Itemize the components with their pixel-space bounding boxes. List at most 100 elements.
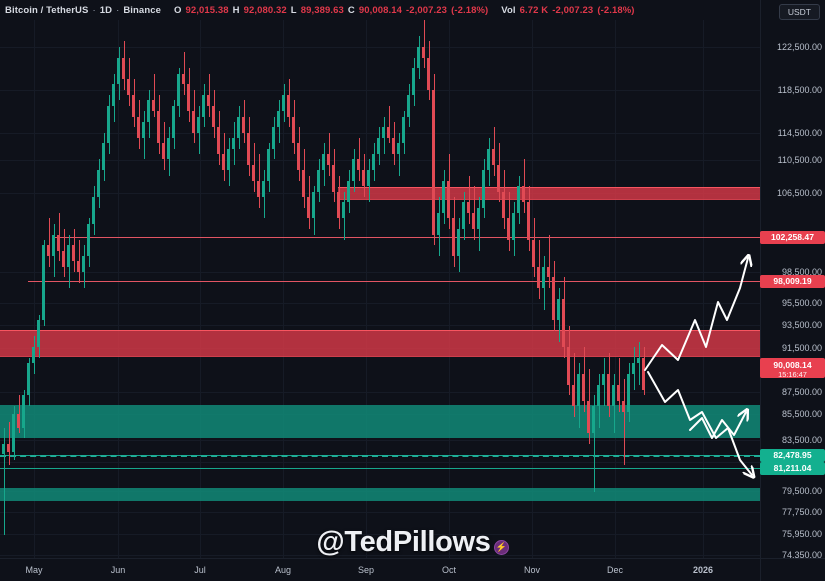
candle-body	[52, 234, 56, 256]
low-label: L	[290, 4, 297, 16]
candle-body	[402, 116, 406, 144]
time-tick: Oct	[441, 565, 457, 575]
candle-wick	[388, 105, 390, 144]
volume-change-percent: (-2.18%)	[597, 4, 635, 16]
candle-body	[357, 159, 361, 171]
supply-zone-major[interactable]	[0, 330, 760, 357]
candle-body	[152, 100, 156, 112]
candlestick-series	[0, 20, 760, 558]
grid-line-horizontal	[0, 272, 760, 273]
currency-badge[interactable]: USDT	[778, 4, 820, 20]
chart-legend[interactable]: Bitcoin / TetherUS · 1D · Binance O 92,01…	[0, 0, 760, 20]
candle-body	[377, 138, 381, 155]
candle-body	[382, 127, 386, 138]
candle-body	[347, 180, 351, 203]
candle-body	[127, 79, 131, 96]
candle-body	[622, 400, 626, 412]
candle-body	[37, 320, 41, 348]
candle-body	[222, 154, 226, 171]
candle-body	[487, 148, 491, 171]
candle-body	[17, 413, 21, 428]
demand-zone-lower[interactable]	[0, 488, 760, 501]
price-tick: 110,500.00	[777, 155, 822, 165]
support-line-teal-2[interactable]	[0, 468, 760, 469]
exchange-label[interactable]: Binance	[123, 4, 161, 16]
current-price-badge[interactable]: 90,008.14 15:16:47	[760, 358, 825, 379]
candle-wick	[593, 395, 595, 493]
grid-line-vertical	[366, 20, 367, 558]
candle-body	[262, 180, 266, 197]
grid-line-vertical	[200, 20, 201, 558]
candle-body	[362, 170, 366, 187]
support-badge-82478[interactable]: 82,478.95	[760, 449, 825, 462]
candle-body	[312, 191, 316, 219]
candle-body	[292, 116, 296, 144]
candle-body	[307, 197, 311, 219]
price-tick: 106,500.00	[776, 188, 822, 198]
candle-body	[442, 180, 446, 214]
time-tick: May	[25, 565, 43, 575]
current-price-value: 90,008.14	[773, 360, 812, 370]
candle-body	[437, 213, 441, 235]
resistance-badge-98009[interactable]: 98,009.19	[760, 275, 825, 288]
candle-body	[617, 384, 621, 401]
time-tick: Nov	[523, 565, 541, 575]
grid-line-horizontal	[0, 325, 760, 326]
candle-body	[367, 170, 371, 187]
grid-line-horizontal	[0, 462, 760, 463]
candle-body	[137, 116, 141, 138]
time-tick: Jul	[194, 565, 206, 575]
candle-body	[2, 443, 6, 455]
candle-body	[247, 132, 251, 165]
candle-body	[217, 127, 221, 155]
candle-body	[542, 266, 546, 289]
price-tick: 83,500.00	[781, 435, 822, 445]
candle-body	[257, 180, 261, 197]
chart-plot-area[interactable]	[0, 20, 760, 558]
price-tick: 95,500.00	[781, 298, 822, 308]
candle-body	[547, 266, 551, 278]
candle-body	[47, 245, 51, 256]
candle-wick	[208, 73, 210, 117]
axis-corner[interactable]	[760, 558, 825, 581]
support-badge-81211[interactable]: 81,211.04	[760, 462, 825, 475]
candle-body	[57, 234, 61, 251]
candle-body	[202, 95, 206, 117]
price-tick: 87,500.00	[781, 387, 822, 397]
candle-body	[582, 374, 586, 401]
candle-body	[82, 256, 86, 273]
candle-body	[7, 443, 11, 453]
symbol-label[interactable]: Bitcoin / TetherUS	[5, 4, 89, 16]
volume-value: 6.72 K	[519, 4, 549, 16]
price-tick: 74,350.00	[781, 550, 822, 560]
grid-line-vertical	[615, 20, 616, 558]
candle-body	[27, 363, 31, 396]
high-value: 92,080.32	[243, 4, 287, 16]
interval-label[interactable]: 1D	[99, 4, 113, 16]
support-line-dashed[interactable]	[0, 455, 760, 457]
candle-body	[192, 111, 196, 133]
candle-body	[497, 164, 501, 192]
candle-body	[452, 218, 456, 256]
open-value: 92,015.38	[185, 4, 229, 16]
candle-body	[637, 357, 641, 364]
candle-body	[237, 116, 241, 138]
candle-body	[42, 245, 46, 321]
price-tick: 79,500.00	[781, 486, 822, 496]
price-tick: 114,500.00	[777, 128, 822, 138]
candle-body	[32, 347, 36, 364]
close-value: 90,008.14	[358, 4, 403, 16]
time-axis[interactable]: May Jun Jul Aug Sep Oct Nov Dec 2026	[0, 558, 760, 581]
price-axis[interactable]: USDT 122,500.00 118,500.00 114,500.00 110,5…	[760, 0, 825, 560]
candle-wick	[3, 427, 5, 535]
candle-body	[12, 413, 16, 453]
candle-body	[352, 159, 356, 181]
resistance-badge-102258[interactable]: 102,258.47	[760, 231, 825, 244]
demand-zone-mid[interactable]	[0, 405, 760, 438]
candle-body	[502, 191, 506, 219]
price-tick: 85,500.00	[781, 409, 822, 419]
resistance-ray-102258[interactable]	[55, 237, 760, 238]
resistance-ray-98009[interactable]	[28, 281, 760, 282]
candle-body	[522, 186, 526, 203]
candle-body	[132, 95, 136, 117]
